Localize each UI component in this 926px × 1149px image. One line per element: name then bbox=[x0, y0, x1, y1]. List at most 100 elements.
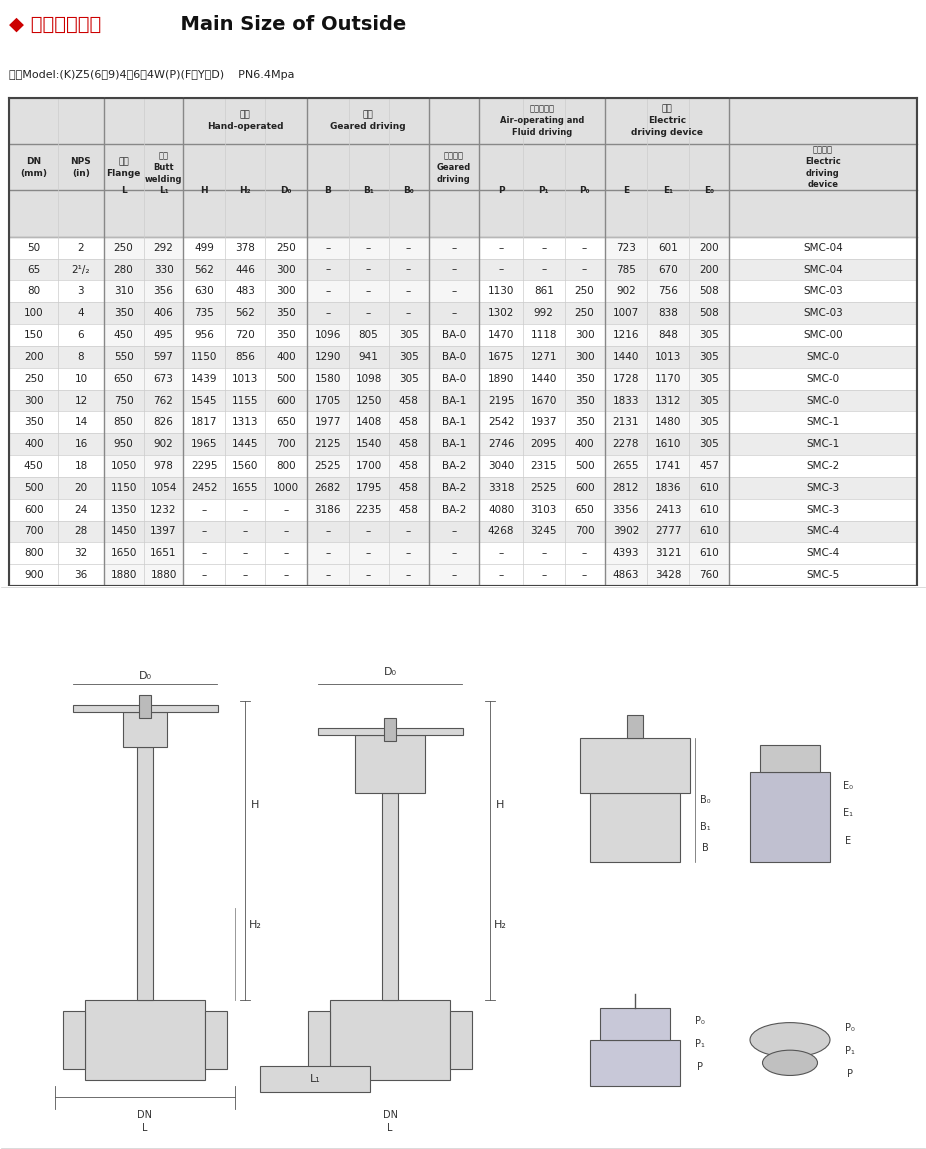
Bar bbox=[384, 718, 396, 741]
Text: 350: 350 bbox=[276, 330, 296, 340]
Text: B₀: B₀ bbox=[403, 186, 414, 195]
Text: –: – bbox=[451, 242, 457, 253]
Text: 2777: 2777 bbox=[655, 526, 682, 537]
Text: 992: 992 bbox=[533, 308, 554, 318]
Bar bbox=[9, 98, 917, 237]
Text: 458: 458 bbox=[398, 439, 419, 449]
Text: 电动装置
Electric
driving
device: 电动装置 Electric driving device bbox=[805, 145, 841, 190]
Text: SMC-3: SMC-3 bbox=[807, 504, 840, 515]
Text: 300: 300 bbox=[575, 330, 594, 340]
Text: 6: 6 bbox=[78, 330, 84, 340]
Text: 900: 900 bbox=[24, 570, 44, 580]
Text: 200: 200 bbox=[699, 264, 719, 275]
Text: DN
(mm): DN (mm) bbox=[20, 157, 47, 178]
Bar bbox=[308, 1011, 330, 1069]
Text: Main Size of Outside: Main Size of Outside bbox=[167, 15, 406, 33]
Bar bbox=[9, 520, 917, 542]
Text: 630: 630 bbox=[194, 286, 214, 296]
Text: SMC-4: SMC-4 bbox=[807, 548, 840, 558]
Text: 305: 305 bbox=[699, 330, 719, 340]
Text: DN: DN bbox=[137, 1110, 153, 1119]
Text: D₀: D₀ bbox=[281, 186, 292, 195]
Text: 838: 838 bbox=[658, 308, 678, 318]
Text: 305: 305 bbox=[699, 439, 719, 449]
Text: 400: 400 bbox=[575, 439, 594, 449]
Text: 手动
Hand-operated: 手动 Hand-operated bbox=[206, 110, 283, 131]
Text: –: – bbox=[283, 526, 289, 537]
Bar bbox=[104, 237, 144, 586]
Text: –: – bbox=[451, 308, 457, 318]
Text: 32: 32 bbox=[74, 548, 88, 558]
Text: 1440: 1440 bbox=[613, 352, 639, 362]
Text: 700: 700 bbox=[24, 526, 44, 537]
Text: 2812: 2812 bbox=[613, 483, 639, 493]
Text: –: – bbox=[406, 242, 411, 253]
Text: SMC-0: SMC-0 bbox=[807, 395, 839, 406]
Text: 3902: 3902 bbox=[613, 526, 639, 537]
Text: 1728: 1728 bbox=[613, 373, 639, 384]
Text: BA-1: BA-1 bbox=[442, 439, 466, 449]
Text: 10: 10 bbox=[74, 373, 88, 384]
Text: 2746: 2746 bbox=[488, 439, 514, 449]
Bar bbox=[9, 411, 917, 433]
Text: –: – bbox=[406, 264, 411, 275]
Text: –: – bbox=[325, 526, 331, 537]
Text: 1705: 1705 bbox=[315, 395, 341, 406]
Text: E: E bbox=[623, 186, 629, 195]
Text: 1470: 1470 bbox=[488, 330, 514, 340]
Text: 500: 500 bbox=[575, 461, 594, 471]
Text: 2295: 2295 bbox=[191, 461, 218, 471]
Text: –: – bbox=[541, 242, 546, 253]
Bar bbox=[205, 1011, 227, 1069]
Text: 1880: 1880 bbox=[150, 570, 177, 580]
Text: 300: 300 bbox=[276, 286, 295, 296]
Text: 24: 24 bbox=[74, 504, 88, 515]
Bar bbox=[382, 793, 398, 1000]
Text: 300: 300 bbox=[24, 395, 44, 406]
Text: H₂: H₂ bbox=[494, 920, 507, 930]
Text: 902: 902 bbox=[154, 439, 173, 449]
Text: 495: 495 bbox=[154, 330, 173, 340]
Text: 446: 446 bbox=[235, 264, 256, 275]
Bar bbox=[63, 1011, 85, 1069]
Text: –: – bbox=[243, 504, 248, 515]
Text: NPS
(in): NPS (in) bbox=[70, 157, 92, 178]
Text: –: – bbox=[325, 548, 331, 558]
Text: SMC-00: SMC-00 bbox=[803, 330, 843, 340]
Text: 2278: 2278 bbox=[613, 439, 639, 449]
Text: P₀: P₀ bbox=[845, 1024, 855, 1033]
Text: 941: 941 bbox=[358, 352, 379, 362]
Text: –: – bbox=[325, 286, 331, 296]
Text: 250: 250 bbox=[575, 308, 594, 318]
Text: P₁: P₁ bbox=[845, 1047, 855, 1056]
Bar bbox=[144, 237, 183, 586]
Text: 400: 400 bbox=[24, 439, 44, 449]
Bar bbox=[590, 793, 680, 862]
Text: 673: 673 bbox=[154, 373, 173, 384]
Text: 2542: 2542 bbox=[488, 417, 514, 427]
Text: –: – bbox=[541, 548, 546, 558]
Text: 700: 700 bbox=[276, 439, 295, 449]
Text: –: – bbox=[202, 526, 207, 537]
Text: 1650: 1650 bbox=[110, 548, 137, 558]
Text: –: – bbox=[498, 242, 504, 253]
Text: 20: 20 bbox=[74, 483, 88, 493]
Text: 1450: 1450 bbox=[110, 526, 137, 537]
Text: 4393: 4393 bbox=[613, 548, 639, 558]
Text: L: L bbox=[143, 1124, 148, 1133]
Text: BA-1: BA-1 bbox=[442, 395, 466, 406]
Text: 600: 600 bbox=[575, 483, 594, 493]
Text: 1833: 1833 bbox=[613, 395, 639, 406]
Ellipse shape bbox=[762, 1050, 818, 1075]
Text: 305: 305 bbox=[699, 352, 719, 362]
Text: –: – bbox=[541, 264, 546, 275]
Bar bbox=[9, 564, 917, 586]
Bar bbox=[260, 1066, 370, 1092]
Text: –: – bbox=[406, 526, 411, 537]
Text: 4080: 4080 bbox=[488, 504, 514, 515]
Text: L: L bbox=[120, 186, 127, 195]
Text: H₂: H₂ bbox=[240, 186, 251, 195]
Text: L: L bbox=[387, 1124, 393, 1133]
Text: –: – bbox=[366, 264, 371, 275]
Text: 457: 457 bbox=[699, 461, 719, 471]
